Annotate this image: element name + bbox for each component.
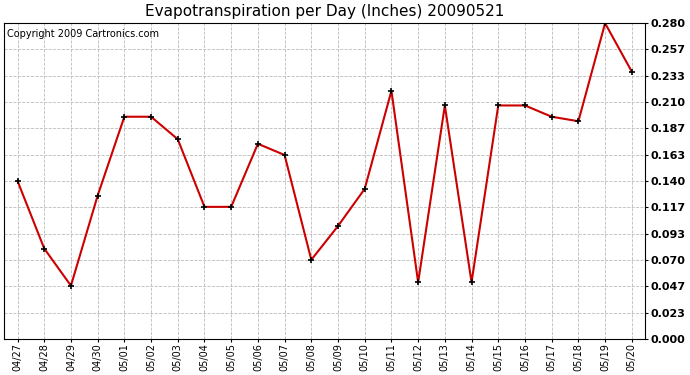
Title: Evapotranspiration per Day (Inches) 20090521: Evapotranspiration per Day (Inches) 2009… (145, 4, 504, 19)
Text: Copyright 2009 Cartronics.com: Copyright 2009 Cartronics.com (8, 29, 159, 39)
